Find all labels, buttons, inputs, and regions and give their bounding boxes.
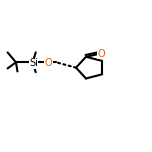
Text: O: O [98,49,105,59]
Text: O: O [45,58,52,68]
Text: Si: Si [29,58,38,68]
